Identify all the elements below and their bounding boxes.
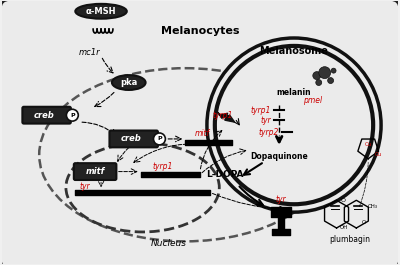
- Text: P: P: [157, 136, 162, 142]
- Text: tyr: tyr: [79, 182, 90, 191]
- Circle shape: [207, 38, 381, 212]
- Text: tyrp1: tyrp1: [212, 111, 233, 120]
- Text: P: P: [70, 113, 75, 118]
- Text: CH₃: CH₃: [368, 204, 378, 209]
- Text: pmel: pmel: [303, 96, 322, 105]
- Circle shape: [313, 72, 321, 80]
- Circle shape: [328, 78, 334, 83]
- Text: α-MSH: α-MSH: [86, 7, 116, 16]
- Text: Melanosome: Melanosome: [260, 46, 328, 56]
- Text: pka: pka: [120, 78, 137, 87]
- Text: tyrp2: tyrp2: [259, 127, 279, 136]
- Text: O: O: [341, 198, 346, 203]
- Text: melanin: melanin: [277, 88, 311, 97]
- Text: Melanocytes: Melanocytes: [161, 26, 239, 36]
- Polygon shape: [218, 112, 235, 122]
- Text: OH: OH: [339, 226, 348, 231]
- Text: mitf: mitf: [195, 130, 210, 139]
- Text: creb: creb: [33, 111, 54, 120]
- Circle shape: [316, 80, 322, 86]
- Text: plumbagin: plumbagin: [329, 235, 370, 244]
- Text: Cu: Cu: [374, 152, 382, 157]
- FancyBboxPatch shape: [22, 107, 71, 123]
- Text: creb: creb: [120, 134, 141, 143]
- Circle shape: [154, 133, 165, 145]
- Ellipse shape: [112, 75, 146, 90]
- FancyBboxPatch shape: [74, 163, 116, 180]
- Text: tyr: tyr: [276, 195, 286, 204]
- Text: Nucleus: Nucleus: [150, 239, 186, 248]
- Text: mitf: mitf: [86, 167, 105, 176]
- Text: L-DOPA: L-DOPA: [206, 170, 244, 179]
- Text: tyrp1: tyrp1: [152, 162, 173, 171]
- Text: O: O: [362, 219, 366, 224]
- Text: mc1r: mc1r: [78, 48, 100, 57]
- Circle shape: [331, 68, 336, 73]
- Circle shape: [66, 109, 78, 121]
- Text: tyrp1: tyrp1: [251, 106, 271, 115]
- Text: tyr: tyr: [261, 116, 271, 125]
- Text: Dopaquinone: Dopaquinone: [250, 152, 308, 161]
- Circle shape: [319, 67, 331, 78]
- FancyBboxPatch shape: [110, 131, 158, 147]
- Ellipse shape: [75, 4, 127, 19]
- Text: Cu: Cu: [364, 142, 372, 147]
